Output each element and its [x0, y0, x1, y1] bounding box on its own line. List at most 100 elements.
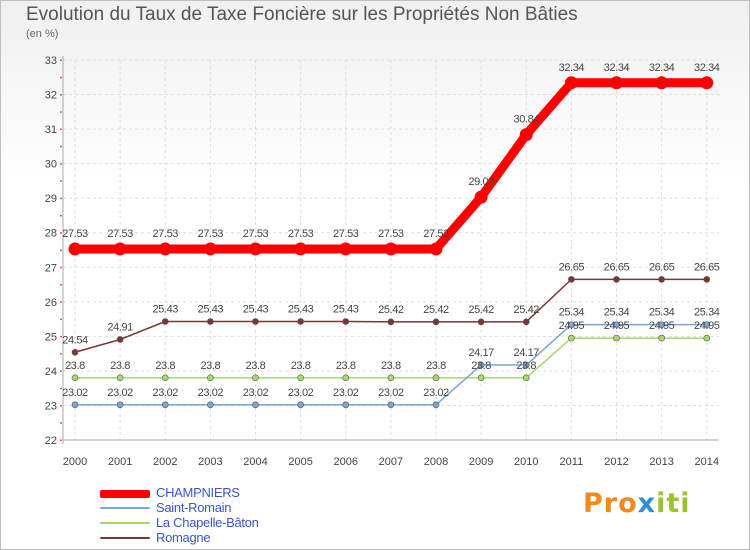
data-point: [297, 318, 304, 325]
y-minor-tick: [60, 128, 62, 131]
x-tick-label: 2003: [198, 456, 222, 468]
data-point: [703, 321, 711, 328]
data-point: [432, 374, 440, 382]
x-tick-label: 2014: [695, 456, 719, 468]
data-point: [342, 401, 350, 409]
y-minor-tick: [60, 163, 62, 165]
y-tick-label: 24: [45, 366, 57, 378]
data-point: [207, 318, 214, 325]
y-tick-label: 33: [45, 55, 57, 67]
data-point: [116, 401, 124, 409]
x-tick-label: 2000: [63, 456, 87, 468]
data-point: [658, 334, 665, 342]
data-label: 25.43: [288, 304, 314, 316]
legend-swatch-la-chapelle-baton: [100, 522, 150, 524]
y-tick-label: 27: [45, 262, 57, 274]
y-tick-label: 25: [45, 331, 57, 343]
data-label: 24.95: [694, 320, 720, 332]
data-point: [387, 374, 395, 382]
series-lines: [68, 76, 714, 409]
data-point: [249, 242, 262, 256]
data-point: [610, 76, 623, 90]
x-tick-label: 2002: [153, 456, 177, 468]
data-label: 23.02: [288, 387, 314, 399]
y-minor-tick: [60, 76, 62, 79]
data-label: 23.02: [423, 387, 449, 399]
data-label: 26.65: [649, 261, 675, 273]
data-label: 25.34: [604, 307, 630, 319]
data-label: 27.53: [288, 228, 314, 240]
y-minor-tick: [60, 439, 62, 441]
data-point: [116, 374, 124, 382]
data-label: 24.17: [468, 347, 494, 359]
data-label: 23.8: [65, 360, 85, 372]
data-point: [71, 374, 79, 382]
y-tick-label: 28: [45, 228, 57, 240]
y-axis-unit: (en %): [26, 28, 59, 40]
legend-swatch-champniers: [100, 490, 150, 498]
data-label: 27.53: [378, 228, 404, 240]
legend-label: Romagne: [156, 530, 211, 545]
data-label: 23.8: [516, 360, 536, 372]
data-point: [339, 242, 353, 256]
data-label: 24.91: [107, 321, 133, 333]
data-label: 25.43: [152, 304, 178, 316]
data-point: [477, 374, 485, 382]
data-label: 25.42: [468, 304, 494, 316]
data-point: [252, 401, 259, 409]
data-point: [252, 374, 259, 382]
data-label: 24.95: [604, 320, 630, 332]
data-point: [384, 242, 398, 256]
y-tick-label: 22: [45, 435, 57, 447]
data-point: [522, 361, 530, 369]
data-label: 32.34: [559, 62, 585, 74]
data-label: 23.02: [152, 387, 178, 399]
data-label: 25.43: [198, 304, 224, 316]
y-minor-tick: [60, 94, 62, 96]
data-label: 27.53: [107, 228, 133, 240]
data-label: 23.02: [243, 387, 269, 399]
x-tick-label: 2011: [560, 456, 584, 468]
legend-label: CHAMPNIERS: [156, 485, 240, 500]
y-tick-label: 32: [45, 90, 57, 102]
data-label: 24.95: [559, 320, 585, 332]
data-point: [700, 76, 714, 90]
data-point: [655, 76, 669, 90]
y-minor-tick: [60, 422, 62, 424]
data-point: [564, 76, 578, 90]
data-point: [613, 321, 620, 328]
data-point: [477, 318, 485, 326]
data-point: [161, 318, 169, 325]
y-minor-tick: [60, 404, 62, 407]
data-point: [342, 318, 350, 325]
data-point: [703, 334, 711, 342]
y-minor-tick: [60, 353, 62, 355]
axes: 22 23 24 25 26 27 28 29 30 31 32 33 2000 2001 2002 2003…: [45, 55, 719, 468]
data-label: 26.65: [604, 261, 630, 273]
data-labels: 24.54 24.91 25.43 25.43 25.43 25.43 25.43 25.42…: [62, 62, 720, 399]
data-label: 25.43: [333, 304, 359, 316]
data-label: 30.84: [513, 114, 539, 126]
data-point: [297, 374, 304, 382]
data-point: [68, 242, 82, 256]
data-point: [158, 242, 172, 256]
data-label: 32.34: [604, 62, 630, 74]
y-minor-tick: [60, 145, 62, 148]
x-tick-label: 2010: [514, 456, 538, 468]
data-label: 27.53: [198, 228, 224, 240]
data-label: 25.34: [649, 307, 675, 319]
data-label: 25.34: [559, 307, 585, 319]
y-minor-tick: [60, 387, 62, 390]
y-minor-tick: [60, 335, 62, 338]
data-label: 24.95: [649, 320, 675, 332]
data-point: [522, 374, 530, 382]
data-point: [71, 348, 79, 356]
y-tick-label: 29: [45, 193, 57, 205]
x-tick-label: 2001: [108, 456, 132, 468]
data-label: 23.8: [381, 360, 401, 372]
x-tick-label: 2007: [379, 456, 403, 468]
data-label: 27.53: [243, 228, 269, 240]
data-point: [474, 190, 488, 204]
data-point: [161, 374, 169, 382]
x-tick-label: 2006: [334, 456, 358, 468]
